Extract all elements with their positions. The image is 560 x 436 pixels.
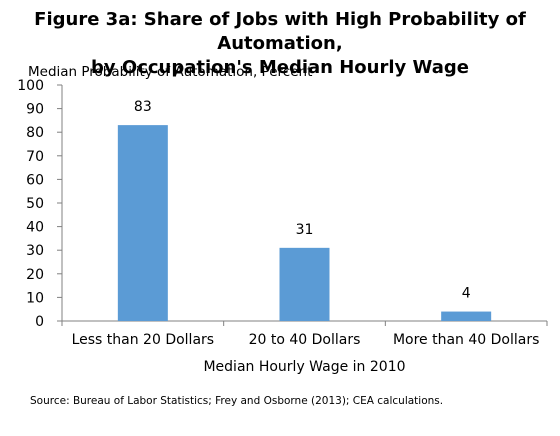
- y-tick-label: 40: [26, 220, 44, 236]
- chart-title: Figure 3a: Share of Jobs with High Proba…: [0, 8, 560, 80]
- bar-2: [279, 247, 330, 321]
- x-tick-label-1: Less than 20 Dollars: [72, 332, 215, 348]
- data-label-3: 4: [462, 286, 471, 302]
- y-axis-label: Median Probability of Automation, Percen…: [28, 64, 313, 80]
- bar-1: [117, 125, 168, 322]
- y-tick-label: 100: [17, 78, 44, 94]
- data-label-2: 31: [296, 222, 314, 238]
- x-tick-label-3: More than 40 Dollars: [393, 332, 539, 348]
- x-axis-label: Median Hourly Wage in 2010: [203, 359, 406, 375]
- y-tick-label: 10: [26, 290, 44, 306]
- y-tick-label: 70: [26, 149, 44, 165]
- y-tick-label: 50: [26, 196, 44, 212]
- source-note: Source: Bureau of Labor Statistics; Frey…: [30, 395, 444, 407]
- bar-3: [441, 311, 492, 321]
- data-label-1: 83: [134, 99, 152, 115]
- y-tick-label: 30: [26, 243, 44, 259]
- y-tick-label: 80: [26, 125, 44, 141]
- y-tick-label: 60: [26, 172, 44, 188]
- chart-title-line-2: by Occupation's Median Hourly Wage: [91, 57, 469, 78]
- x-tick-label-2: 20 to 40 Dollars: [249, 332, 361, 348]
- chart-title-line-1: Figure 3a: Share of Jobs with High Proba…: [34, 9, 526, 54]
- y-tick-label: 20: [26, 267, 44, 283]
- y-tick-label: 90: [26, 102, 44, 118]
- y-tick-label: 0: [35, 314, 44, 330]
